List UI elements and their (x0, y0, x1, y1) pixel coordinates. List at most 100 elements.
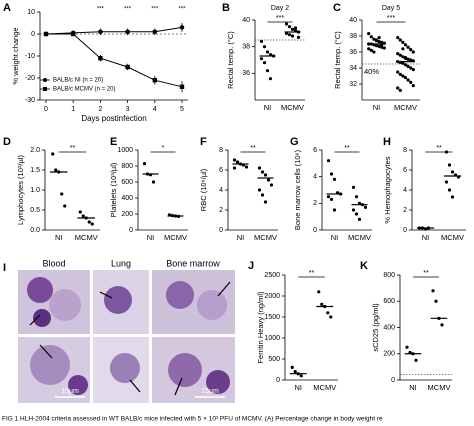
y-tick-label: 6 (219, 167, 223, 174)
y-axis-label: Ferritin Heavy (ng/ml) (256, 291, 265, 364)
x-tick-label: NI (55, 233, 63, 242)
data-point (87, 220, 91, 224)
data-point (396, 86, 400, 90)
data-point (54, 168, 58, 172)
data-point (259, 39, 264, 43)
y-axis-label: Platelets (10³/µl) (109, 162, 118, 217)
cell (166, 281, 194, 309)
x-tick-label: MCMV (428, 383, 451, 392)
data-point (447, 188, 452, 192)
data-point (431, 289, 435, 293)
data-point (357, 217, 362, 221)
y-tick-label: 0 (313, 227, 317, 234)
x-tick-label: NI (373, 103, 381, 112)
marker (125, 29, 130, 35)
data-point (409, 48, 413, 52)
significance: *** (178, 7, 186, 13)
data-point (320, 302, 324, 306)
marker (43, 31, 49, 37)
significance: * (162, 145, 165, 152)
y-tick-label: 0 (403, 227, 407, 234)
significance: *** (97, 7, 105, 13)
data-point (332, 208, 337, 212)
y-tick-label: 600 (121, 179, 133, 186)
data-point (60, 192, 64, 196)
image-title: Bone marrow (166, 258, 220, 268)
data-point (290, 34, 295, 38)
data-point (401, 55, 405, 59)
marker (179, 84, 185, 89)
data-point (290, 27, 295, 31)
x-tick-label: NI (147, 233, 155, 242)
y-tick-label: 1500 (264, 314, 280, 321)
x-tick-label: MCMV (164, 233, 187, 242)
data-point (354, 212, 359, 216)
y-tick-label: 1.5 (30, 167, 40, 174)
x-axis-label: Days postinfection (81, 114, 146, 123)
data-point (296, 35, 301, 39)
data-point (299, 374, 303, 378)
data-point (440, 323, 444, 327)
caption: FIG 1 HLH-2004 criteria assessed in WT B… (2, 416, 383, 423)
data-point (411, 50, 415, 54)
legend-label: BALB/c NI (n = 20) (53, 78, 103, 84)
y-tick-label: 400 (383, 324, 395, 331)
y-tick-label: 0 (219, 227, 223, 234)
data-point (329, 315, 333, 319)
data-point (268, 77, 273, 81)
legend-label: BALB/c MCMV (n = 20) (53, 87, 116, 93)
panel-letter: B (222, 2, 230, 14)
x-tick-label: 0 (44, 106, 48, 113)
y-tick-label: 8 (219, 147, 223, 154)
data-point (293, 26, 298, 30)
data-point (262, 45, 267, 49)
y-axis-label: % weight change (11, 27, 20, 84)
data-point (403, 63, 408, 67)
data-point (398, 88, 402, 92)
y-tick-label: -20 (25, 75, 35, 82)
y-tick-label: 10 (27, 9, 35, 16)
marker (152, 29, 158, 35)
scale-label: 15µm (201, 388, 219, 395)
data-point (401, 47, 405, 51)
y-tick-label: 36 (349, 49, 357, 56)
data-point (380, 40, 384, 45)
significance: *** (387, 15, 395, 22)
x-tick-label: NI (331, 233, 339, 242)
data-point (409, 58, 413, 62)
data-point (377, 36, 381, 40)
data-point (51, 152, 55, 156)
data-point (401, 40, 405, 45)
y-tick-label: 0.5 (30, 207, 40, 214)
y-tick-label: -30 (25, 97, 35, 104)
data-point (367, 47, 371, 51)
x-tick-label: MCMV (281, 103, 304, 112)
data-point (409, 80, 413, 84)
arrow (174, 377, 183, 396)
data-point (396, 52, 400, 56)
data-point (326, 311, 330, 315)
y-tick-label: 500 (268, 356, 280, 363)
y-tick-label: 2.0 (30, 147, 40, 154)
y-tick-label: 0 (31, 31, 35, 38)
x-tick-label: NI (422, 233, 430, 242)
data-point (232, 158, 237, 162)
panel-letter: C (333, 2, 341, 14)
marker (152, 78, 157, 83)
x-tick-label: NI (409, 383, 417, 392)
data-point (142, 162, 147, 166)
note: 40% (364, 67, 379, 76)
data-point (257, 166, 262, 170)
data-point (398, 72, 402, 76)
y-tick-label: 4 (219, 187, 223, 194)
data-point (372, 50, 376, 54)
data-point (398, 53, 402, 57)
y-tick-label: 600 (383, 298, 395, 305)
data-point (263, 173, 268, 177)
arrow (99, 291, 113, 299)
data-point (317, 290, 321, 294)
data-point (269, 183, 274, 187)
y-tick-label: 34 (349, 65, 357, 72)
data-point (326, 195, 331, 199)
